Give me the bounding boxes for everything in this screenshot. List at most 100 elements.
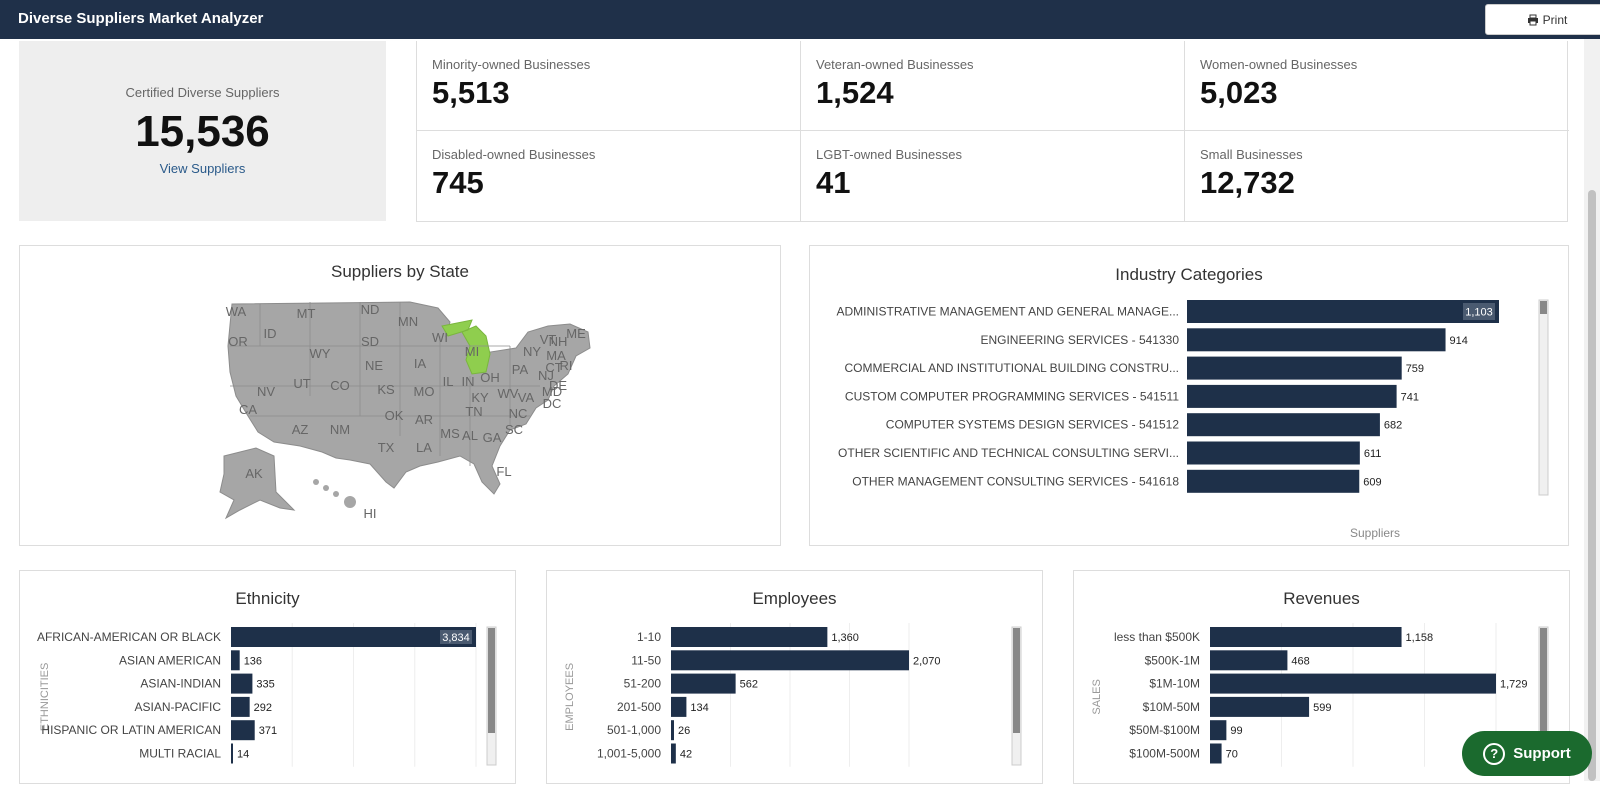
industry-title: Industry Categories [1115, 265, 1263, 284]
bar[interactable] [1210, 650, 1288, 671]
state-label-va: VA [518, 390, 535, 405]
state-label-nh: NH [549, 334, 568, 349]
michigan-shape[interactable] [441, 319, 491, 375]
bar[interactable] [231, 650, 240, 671]
state-label-nv: NV [257, 384, 275, 399]
value-label: 42 [680, 749, 692, 761]
employees-panel: Employees EMPLOYEES 1-10 1,360 11-50 2,070 51… [546, 570, 1043, 784]
industry-axis-label: Suppliers [1350, 526, 1401, 540]
bar[interactable] [671, 650, 909, 671]
certified-value: 15,536 [135, 107, 270, 156]
state-label-mn: MN [398, 314, 418, 329]
chart-scrollbar-thumb[interactable] [1540, 628, 1547, 733]
state-label-nd: ND [361, 302, 380, 317]
industry-bar[interactable] [1187, 413, 1380, 437]
stat-value: 5,023 [1200, 75, 1278, 110]
state-label-ms: MS [440, 426, 460, 441]
bar[interactable] [671, 720, 674, 741]
ethnicity-panel: Ethnicity ETHNICITIES AFRICAN-AMERICAN OR… [19, 570, 516, 784]
industry-bar[interactable] [1187, 469, 1360, 493]
state-label-me: ME [566, 326, 586, 341]
print-label: Print [1542, 12, 1568, 27]
category-label: HISPANIC OR LATIN AMERICAN [41, 723, 221, 737]
bar[interactable] [231, 627, 476, 647]
state-label-mo: MO [414, 384, 435, 399]
bar[interactable] [1210, 743, 1222, 764]
state-label-pa: PA [512, 362, 529, 377]
state-label-tn: TN [465, 404, 482, 419]
bar[interactable] [231, 673, 253, 694]
state-label-oh: OH [480, 370, 500, 385]
value-label: 1,360 [831, 632, 859, 644]
page-scrollbar-thumb[interactable] [1588, 190, 1596, 781]
state-label-wi: WI [432, 330, 448, 345]
category-label: $1M-10M [1149, 677, 1200, 691]
state-label-dc: DC [543, 396, 562, 411]
state-label-or: OR [228, 334, 248, 349]
state-label-id: ID [264, 326, 277, 341]
state-label-ut: UT [293, 376, 310, 391]
state-label-al: AL [462, 428, 478, 443]
view-suppliers-link[interactable]: View Suppliers [159, 161, 246, 176]
bar[interactable] [1210, 696, 1310, 717]
state-label-ks: KS [377, 382, 395, 397]
state-label-mi: MI [465, 344, 479, 359]
value-label: 99 [1230, 725, 1242, 737]
state-label-ga: GA [483, 430, 502, 445]
category-label: $10M-50M [1143, 700, 1200, 714]
bar[interactable] [671, 673, 736, 694]
stat-label: Small Businesses [1200, 147, 1303, 162]
chart-scrollbar-thumb[interactable] [488, 628, 495, 733]
industry-value-label: 741 [1401, 391, 1419, 403]
state-label-az: AZ [292, 422, 309, 437]
state-label-ne: NE [365, 358, 383, 373]
state-label-ri: RI [560, 358, 573, 373]
stat-label: Veteran-owned Businesses [816, 57, 974, 72]
bar[interactable] [671, 696, 687, 717]
state-label-wv: WV [498, 386, 519, 401]
state-label-sc: SC [505, 422, 523, 437]
industry-bar[interactable] [1187, 384, 1397, 408]
bar[interactable] [1210, 627, 1402, 647]
value-label: 3,834 [442, 632, 470, 644]
industry-category-label: CUSTOM COMPUTER PROGRAMMING SERVICES - 5… [845, 389, 1179, 403]
stat-label: Disabled-owned Businesses [432, 147, 596, 162]
industry-bar[interactable] [1187, 328, 1446, 352]
bar-label-bg [440, 630, 472, 644]
industry-bar-label-bg [1463, 303, 1495, 320]
stat-label: Minority-owned Businesses [432, 57, 591, 72]
industry-bar[interactable] [1187, 300, 1499, 323]
state-label-il: IL [443, 374, 454, 389]
industry-scrollbar-track[interactable] [1538, 299, 1549, 496]
state-label-ok: OK [385, 408, 404, 423]
industry-chart: ADMINISTRATIVE MANAGEMENT AND GENERAL MA… [837, 299, 1549, 496]
print-button[interactable]: Print [1485, 4, 1600, 35]
y-axis-label: EMPLOYEES [564, 663, 576, 731]
state-label-fl: FL [496, 464, 511, 479]
value-label: 26 [678, 725, 690, 737]
stat-label: LGBT-owned Businesses [816, 147, 962, 162]
bar[interactable] [1210, 673, 1496, 694]
category-label: 11-50 [631, 653, 661, 667]
app-title: Diverse Suppliers Market Analyzer [18, 10, 264, 27]
support-label: Support [1513, 745, 1571, 762]
bar[interactable] [671, 627, 828, 647]
bar[interactable] [231, 720, 255, 741]
industry-value-label: 682 [1384, 420, 1402, 432]
bar[interactable] [231, 743, 233, 764]
industry-scrollbar-thumb[interactable] [1540, 301, 1547, 314]
industry-bar[interactable] [1187, 356, 1402, 380]
category-label: $500K-1M [1145, 653, 1200, 667]
bar[interactable] [231, 696, 250, 717]
category-label: 1-10 [637, 630, 661, 644]
category-label: $100M-500M [1129, 747, 1200, 761]
category-label: 51-200 [624, 677, 662, 691]
industry-value-label: 609 [1363, 476, 1381, 488]
value-label: 134 [690, 702, 708, 714]
chart-scrollbar-thumb[interactable] [1013, 628, 1020, 733]
bar[interactable] [671, 743, 676, 764]
industry-bar[interactable] [1187, 441, 1360, 465]
bar[interactable] [1210, 720, 1227, 741]
support-button[interactable]: ? Support [1462, 731, 1592, 776]
